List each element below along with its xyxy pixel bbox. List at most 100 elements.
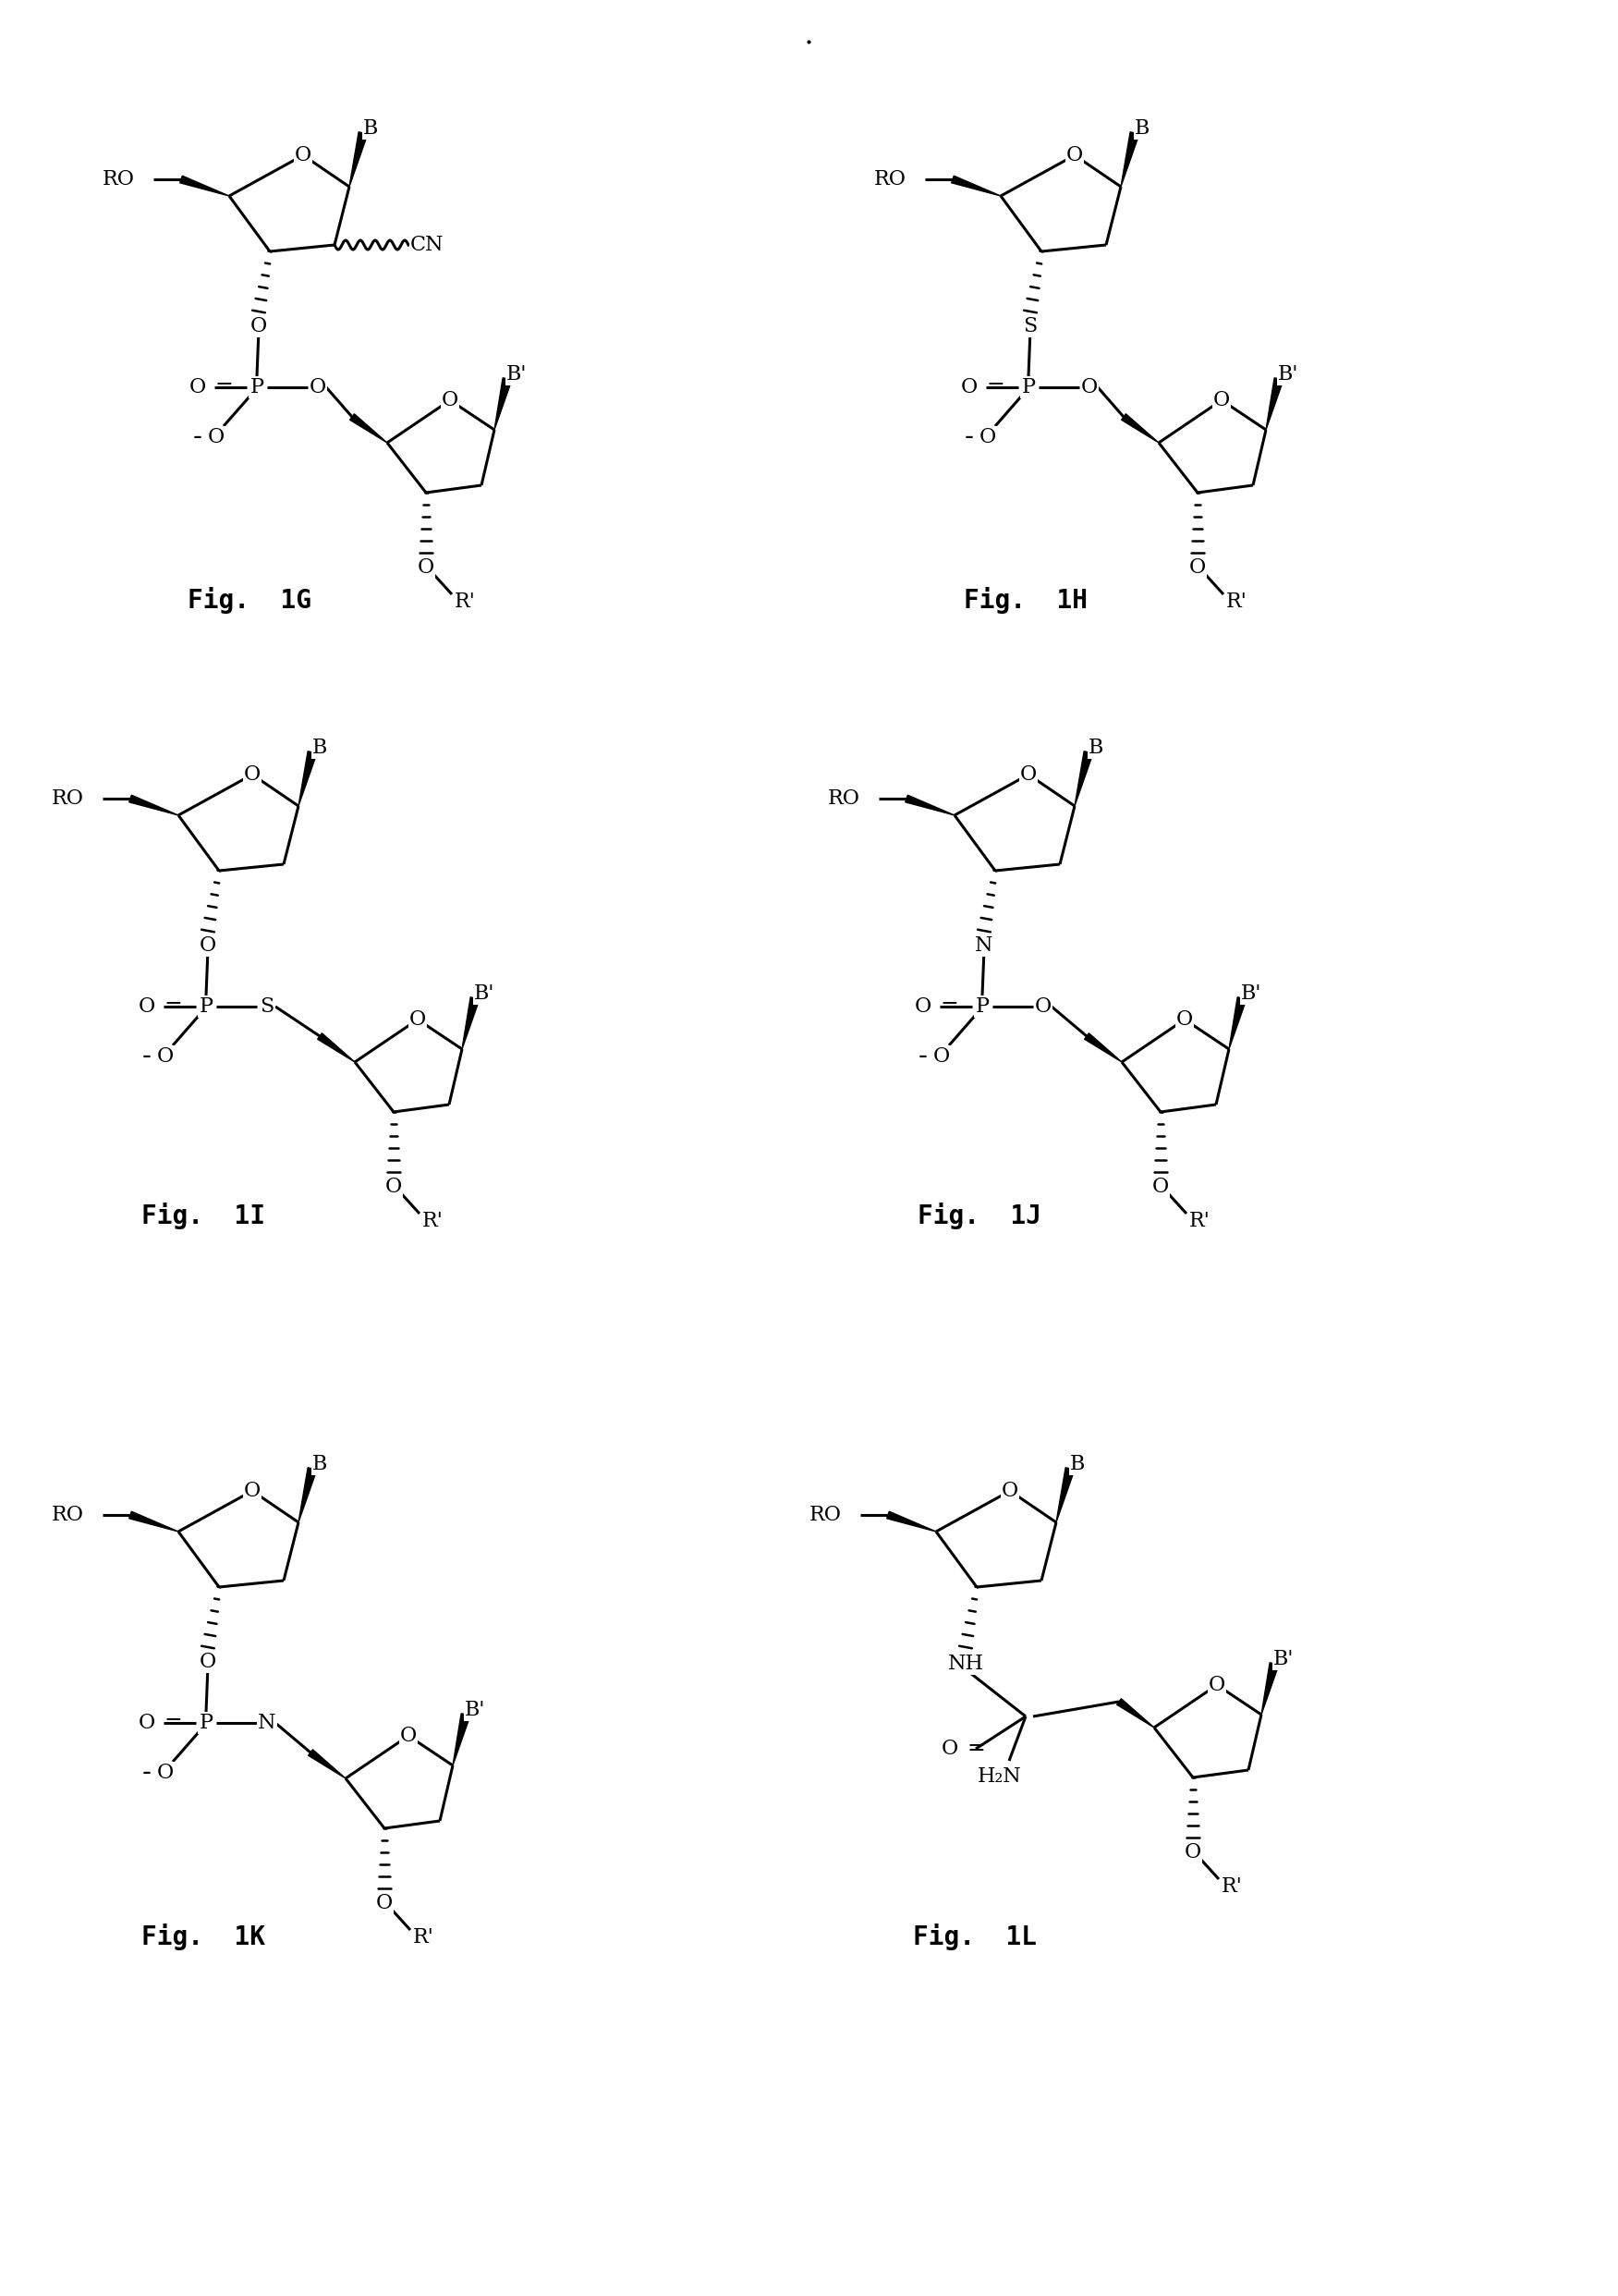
Text: CN: CN (409, 234, 443, 255)
Text: Fig.  1J: Fig. 1J (917, 1203, 1042, 1228)
Text: O: O (1152, 1176, 1170, 1196)
Text: RO: RO (809, 1504, 841, 1525)
Polygon shape (951, 177, 1002, 195)
Text: RO: RO (874, 170, 906, 191)
Text: O: O (157, 1047, 173, 1068)
Polygon shape (180, 177, 230, 195)
Polygon shape (463, 996, 479, 1049)
Polygon shape (1230, 996, 1246, 1049)
Polygon shape (129, 1511, 178, 1531)
Text: =: = (940, 994, 958, 1017)
Text: Fig.  1K: Fig. 1K (141, 1924, 265, 1949)
Text: O: O (244, 765, 260, 785)
Text: RO: RO (102, 170, 134, 191)
Text: P: P (1021, 377, 1036, 397)
Text: R': R' (1226, 592, 1247, 613)
Text: O: O (1214, 390, 1230, 411)
Text: B: B (1089, 737, 1103, 758)
Text: O: O (139, 996, 155, 1017)
Text: O: O (294, 145, 312, 165)
Polygon shape (495, 379, 511, 429)
Polygon shape (453, 1713, 471, 1766)
Text: P: P (199, 996, 214, 1017)
Text: H₂N: H₂N (977, 1766, 1023, 1786)
Text: O: O (417, 558, 434, 579)
Text: R': R' (455, 592, 476, 613)
Polygon shape (1262, 1662, 1278, 1715)
Polygon shape (1116, 1699, 1154, 1727)
Polygon shape (1084, 1033, 1121, 1063)
Text: R': R' (1222, 1876, 1243, 1896)
Text: R': R' (422, 1210, 443, 1231)
Text: B': B' (506, 365, 527, 383)
Text: O: O (1184, 1841, 1202, 1862)
Text: =: = (163, 994, 181, 1017)
Polygon shape (298, 1467, 317, 1522)
Polygon shape (1074, 751, 1094, 806)
Text: =: = (966, 1736, 985, 1759)
Text: O: O (375, 1892, 393, 1913)
Text: O: O (979, 427, 997, 448)
Text: Fig.  1G: Fig. 1G (188, 588, 311, 615)
Text: P: P (976, 996, 989, 1017)
Text: O: O (385, 1176, 403, 1196)
Text: -: - (142, 1761, 152, 1786)
Text: O: O (1176, 1010, 1192, 1029)
Text: O: O (942, 1738, 958, 1759)
Polygon shape (887, 1511, 937, 1531)
Text: RO: RO (828, 788, 861, 808)
Text: O: O (442, 390, 458, 411)
Text: B: B (312, 1453, 327, 1474)
Polygon shape (1121, 131, 1139, 186)
Polygon shape (906, 794, 955, 815)
Text: O: O (914, 996, 932, 1017)
Text: O: O (409, 1010, 426, 1029)
Text: B': B' (1241, 983, 1262, 1003)
Text: O: O (189, 377, 205, 397)
Polygon shape (298, 751, 317, 806)
Text: -: - (964, 425, 974, 450)
Text: O: O (139, 1713, 155, 1733)
Text: S: S (260, 996, 273, 1017)
Text: RO: RO (52, 1504, 84, 1525)
Polygon shape (317, 1033, 354, 1063)
Text: O: O (244, 1481, 260, 1502)
Text: Fig.  1I: Fig. 1I (141, 1203, 265, 1228)
Text: Fig.  1L: Fig. 1L (913, 1924, 1037, 1949)
Text: O: O (400, 1727, 417, 1745)
Text: B: B (362, 119, 379, 138)
Text: O: O (1066, 145, 1082, 165)
Text: O: O (1036, 996, 1052, 1017)
Text: NH: NH (948, 1653, 984, 1674)
Text: N: N (976, 934, 993, 955)
Text: O: O (961, 377, 977, 397)
Polygon shape (309, 1750, 346, 1779)
Text: O: O (1081, 377, 1099, 397)
Text: R': R' (1189, 1210, 1210, 1231)
Polygon shape (129, 794, 178, 815)
Text: B: B (1069, 1453, 1086, 1474)
Text: O: O (207, 427, 225, 448)
Text: R': R' (413, 1926, 434, 1947)
Text: O: O (1019, 765, 1037, 785)
Text: B: B (1134, 119, 1150, 138)
Text: P: P (249, 377, 264, 397)
Text: =: = (163, 1711, 181, 1733)
Text: O: O (1209, 1674, 1225, 1694)
Text: B': B' (464, 1699, 485, 1720)
Polygon shape (349, 131, 367, 186)
Text: O: O (251, 317, 267, 338)
Text: O: O (157, 1763, 173, 1784)
Text: -: - (142, 1045, 152, 1070)
Text: -: - (193, 425, 202, 450)
Text: N: N (257, 1713, 277, 1733)
Text: P: P (199, 1713, 214, 1733)
Polygon shape (1121, 413, 1158, 443)
Text: S: S (1023, 317, 1037, 338)
Text: -: - (919, 1045, 927, 1070)
Text: =: = (214, 374, 233, 397)
Text: =: = (985, 374, 1005, 397)
Text: B': B' (1278, 365, 1299, 383)
Text: O: O (1002, 1481, 1018, 1502)
Text: B': B' (1273, 1649, 1294, 1669)
